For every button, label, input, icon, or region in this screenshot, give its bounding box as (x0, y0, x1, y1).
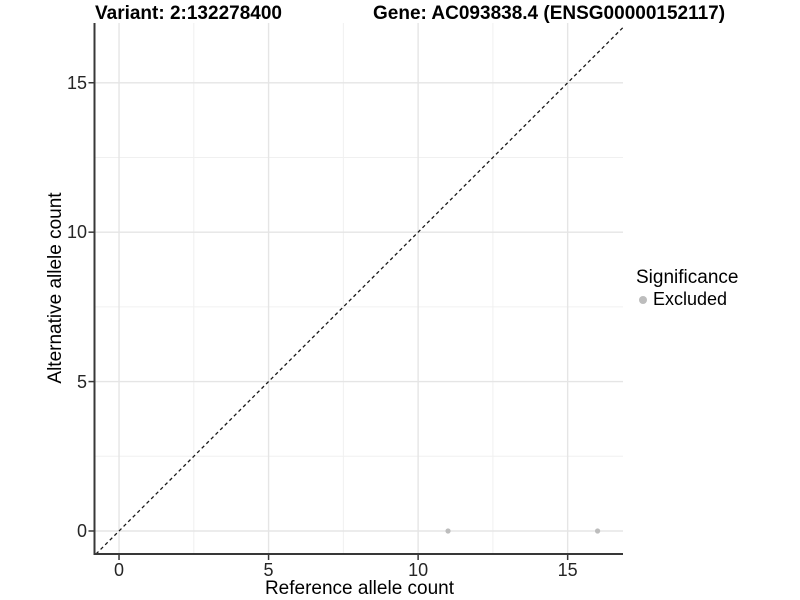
legend: Significance Excluded (636, 267, 738, 310)
data-point (445, 528, 451, 534)
legend-title: Significance (636, 267, 739, 288)
y-tick-label: 5 (76, 371, 87, 392)
x-tick-label: 15 (557, 560, 578, 580)
y-tick-label: 0 (76, 520, 87, 541)
legend-item-label: Excluded (653, 289, 728, 309)
legend-item-excluded: Excluded (636, 289, 738, 310)
axis-lines (93, 23, 623, 555)
data-point (594, 528, 601, 534)
x-axis-title: Reference allele count (264, 578, 455, 599)
y-axis-title: Alternative allele count (45, 192, 66, 384)
y-tick-label: 10 (66, 222, 87, 243)
variant-title: Variant: 2:132278400 (95, 3, 282, 24)
x-tick-label: 10 (408, 560, 429, 580)
gene-title: Gene: AC093838.4 (ENSG00000152117) (373, 3, 726, 24)
identity-line (95, 27, 624, 555)
y-tick-label: 15 (66, 72, 87, 93)
x-tick-label: 5 (263, 560, 274, 580)
excluded-point-icon (639, 295, 647, 304)
x-tick-label: 0 (114, 560, 125, 580)
